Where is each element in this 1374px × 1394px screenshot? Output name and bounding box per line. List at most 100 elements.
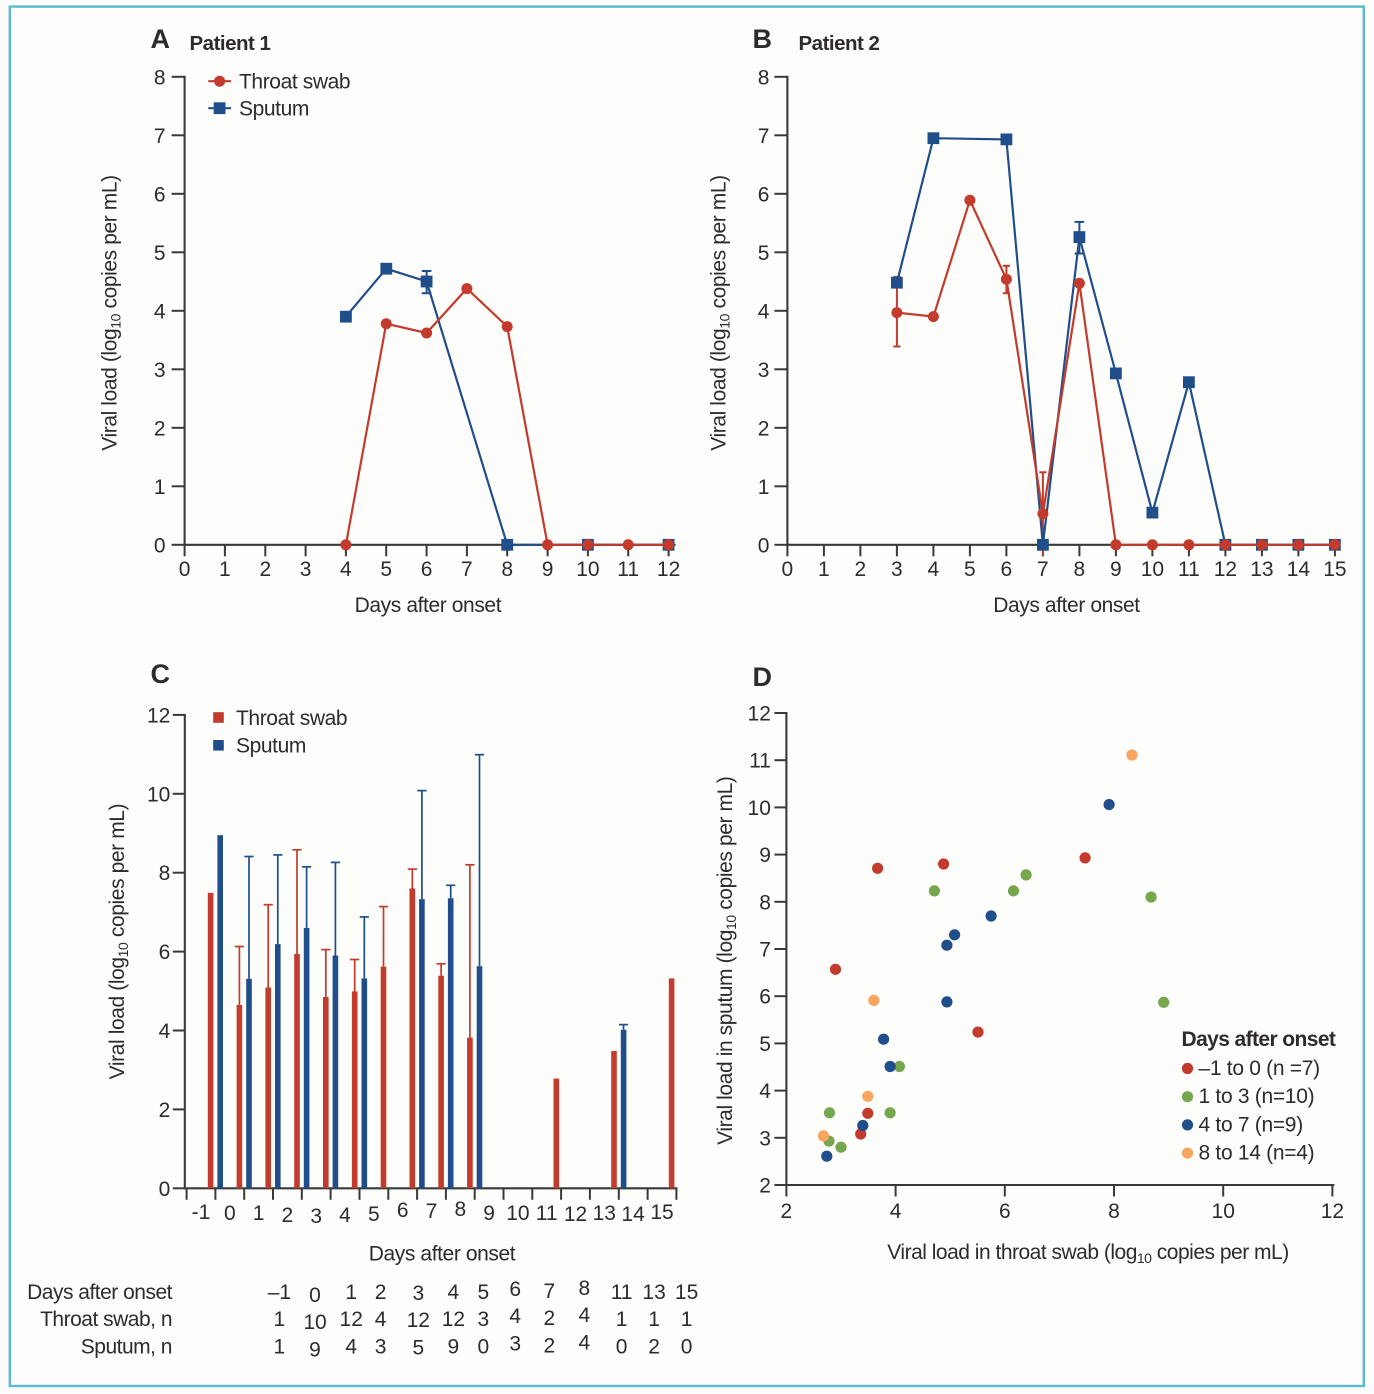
svg-text:3: 3 [758,359,770,382]
svg-text:1: 1 [253,1202,265,1225]
svg-text:1: 1 [758,476,770,499]
svg-text:11: 11 [536,1202,558,1225]
svg-text:Throat swab: Throat swab [239,71,350,94]
svg-text:Viral load (log10 copies per m: Viral load (log10 copies per mL) [106,804,131,1080]
svg-text:4: 4 [890,1200,902,1223]
svg-text:5: 5 [759,1033,771,1056]
svg-text:8: 8 [154,66,166,89]
svg-text:Patient 1: Patient 1 [190,32,271,55]
svg-text:12: 12 [340,1308,363,1331]
svg-text:15: 15 [650,1201,673,1224]
svg-text:4: 4 [759,1080,771,1103]
svg-text:3: 3 [477,1308,489,1331]
svg-text:3: 3 [509,1333,521,1356]
svg-text:Sputum: Sputum [236,734,306,757]
svg-text:13: 13 [593,1202,616,1225]
svg-text:0: 0 [477,1336,489,1359]
svg-text:9: 9 [542,558,554,581]
svg-text:5: 5 [380,558,392,581]
svg-text:3: 3 [310,1205,322,1228]
svg-text:3: 3 [759,1127,771,1150]
svg-text:5: 5 [477,1281,489,1304]
svg-text:13: 13 [1250,558,1273,581]
svg-text:10: 10 [303,1311,326,1334]
svg-text:10: 10 [1141,558,1164,581]
svg-text:8: 8 [1108,1200,1120,1223]
svg-text:B: B [753,24,773,54]
svg-text:9: 9 [309,1339,321,1362]
svg-text:6: 6 [999,1200,1011,1223]
svg-text:1: 1 [648,1308,660,1331]
svg-text:12: 12 [1214,558,1237,581]
svg-text:2: 2 [855,558,867,581]
svg-text:6: 6 [758,183,770,206]
svg-text:4: 4 [339,1204,351,1227]
svg-text:8: 8 [159,862,171,885]
svg-text:1: 1 [818,558,830,581]
svg-text:Throat swab, n: Throat swab, n [40,1308,172,1331]
svg-text:6: 6 [397,1199,409,1222]
svg-text:2: 2 [282,1204,294,1227]
svg-text:6: 6 [154,183,166,206]
svg-text:3: 3 [300,558,312,581]
svg-text:14: 14 [621,1203,645,1226]
svg-text:4: 4 [579,1332,591,1355]
svg-text:2: 2 [543,1307,555,1330]
svg-text:4: 4 [928,558,940,581]
svg-text:Days after onset: Days after onset [355,594,502,617]
svg-text:8: 8 [759,891,771,914]
svg-text:7: 7 [426,1200,438,1223]
svg-text:Days after onset: Days after onset [27,1281,173,1304]
svg-text:1: 1 [219,558,231,581]
svg-text:5: 5 [412,1337,424,1360]
svg-text:0: 0 [224,1202,236,1225]
svg-text:–1: –1 [268,1281,291,1304]
svg-text:3: 3 [891,558,903,581]
svg-text:12: 12 [748,703,771,726]
svg-text:1: 1 [345,1281,357,1304]
svg-text:3: 3 [412,1282,424,1305]
svg-text:Viral load in throat swab (log: Viral load in throat swab (log10 copies … [887,1241,1288,1266]
svg-text:9: 9 [759,844,771,867]
svg-text:2: 2 [781,1200,793,1223]
svg-text:9: 9 [483,1202,495,1225]
svg-text:C: C [151,659,171,689]
svg-text:A: A [151,24,171,54]
svg-text:2: 2 [759,1175,771,1198]
svg-text:1 to 3 (n=10): 1 to 3 (n=10) [1199,1085,1315,1108]
svg-text:0: 0 [159,1178,171,1201]
svg-text:0: 0 [154,534,166,557]
svg-text:11: 11 [611,1281,633,1304]
svg-text:2: 2 [259,558,271,581]
svg-text:10: 10 [506,1202,529,1225]
svg-text:4 to 7 (n=9): 4 to 7 (n=9) [1199,1113,1303,1136]
svg-text:12: 12 [407,1309,430,1332]
svg-text:7: 7 [758,125,770,148]
svg-text:Viral load in sputum (log10 co: Viral load in sputum (log10 copies per m… [714,776,739,1144]
svg-text:10: 10 [576,558,599,581]
svg-text:4: 4 [345,1336,357,1359]
svg-text:12: 12 [147,704,170,727]
svg-text:7: 7 [461,558,473,581]
svg-text:2: 2 [375,1281,387,1304]
svg-text:4: 4 [758,300,770,323]
svg-text:1: 1 [616,1308,628,1331]
svg-text:7: 7 [759,939,771,962]
svg-text:Viral load (log10 copies per m: Viral load (log10 copies per mL) [708,175,733,451]
svg-text:Days after onset: Days after onset [1182,1028,1336,1051]
svg-text:7: 7 [154,125,166,148]
svg-text:Days after onset: Days after onset [993,594,1140,617]
svg-text:4: 4 [448,1281,460,1304]
svg-text:Throat swab: Throat swab [236,707,347,730]
svg-text:15: 15 [1323,558,1346,581]
svg-text:2: 2 [159,1099,171,1122]
svg-text:9: 9 [1110,558,1122,581]
svg-text:D: D [753,662,773,692]
svg-text:1: 1 [274,1308,286,1331]
svg-text:6: 6 [759,986,771,1009]
svg-text:0: 0 [782,558,794,581]
svg-text:5: 5 [154,242,166,265]
svg-text:13: 13 [642,1281,665,1304]
svg-text:1: 1 [154,476,166,499]
svg-text:11: 11 [749,750,771,773]
